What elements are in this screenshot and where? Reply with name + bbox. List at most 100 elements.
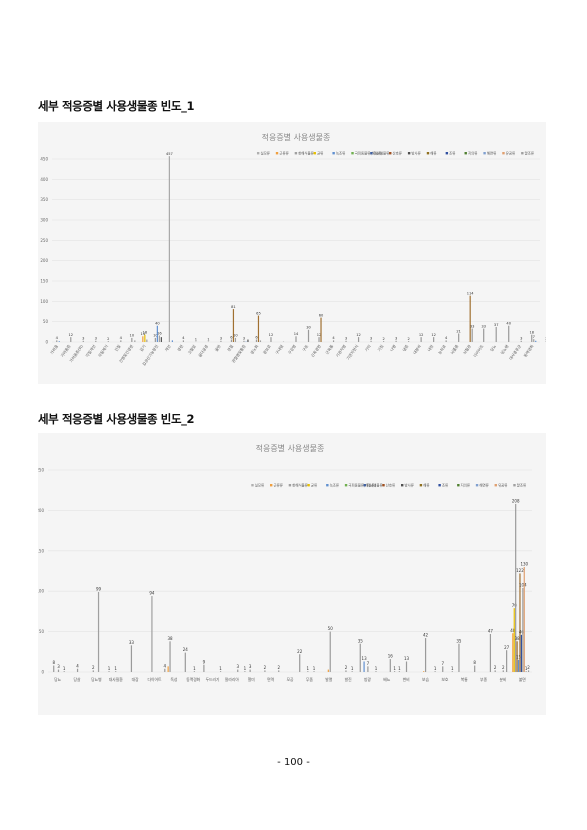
bar-20 [264,670,266,672]
y-tick-label-8: 400 [40,177,48,182]
data-label-3: 4 [76,663,79,668]
data-label-47: 27 [504,645,510,650]
data-label-51: 37 [494,323,499,327]
bar-29 [257,315,260,342]
bar-45 [494,670,496,672]
bar-18 [244,671,246,672]
data-label-21: 3 [220,337,222,341]
bar-2 [70,337,72,342]
data-label-49: 79 [512,603,518,608]
legend-swatch-10 [438,484,441,487]
data-label-48: 114 [467,291,475,295]
bar-56 [523,566,525,672]
legend-label-14: 말조류 [517,482,526,487]
data-label-42: 35 [456,638,462,643]
legend-label-9: 해류 [423,482,429,487]
data-label-55: 104 [519,583,527,588]
bar-48 [469,295,471,342]
bar-35 [318,337,320,342]
data-label-33: 14 [294,332,299,336]
bar-40 [370,340,372,342]
x-tick-label-19: 구강염 [287,343,297,355]
section-2-heading: 세부 적응증별 사용생물종 빈도_2 [38,412,195,426]
legend-swatch-3 [307,484,310,487]
bar-1 [58,341,60,342]
legend-label-5: 극피동물류(해삼류) [348,482,376,487]
bar-18 [182,340,184,342]
bar-41 [382,341,385,342]
bar-7 [115,671,117,672]
data-label-42: 3 [395,337,397,341]
bar-33 [295,336,297,342]
bar-10 [144,334,146,342]
bar-32 [375,671,377,672]
chart-2-container: 적응증별 사용생물종050100150200250실모류근류류한해식물류균류녹조… [38,433,546,715]
bar-5 [97,592,100,672]
legend-label-14: 말조류 [525,150,534,155]
y-tick-label-6: 300 [40,218,48,223]
y-tick-label-3: 150 [38,548,44,553]
x-tick-label-20: 구토 [301,343,309,352]
data-label-9: 14 [141,332,146,336]
data-label-5: 2 [107,337,109,341]
data-label-49: 33 [470,324,475,328]
x-tick-label-31: 눈피로 [437,343,447,355]
bar-31 [367,666,369,672]
y-tick-label-9: 450 [40,157,48,162]
data-label-44: 47 [488,629,494,634]
data-label-2: 1 [63,666,66,671]
bar-45 [433,337,435,342]
bar-44 [489,634,492,672]
bar-11 [167,666,169,672]
bar-52 [517,659,520,672]
x-tick-label-16: 광노화 [249,343,259,355]
legend-swatch-12 [475,484,479,487]
x-tick-label-22: 근육통 [324,343,334,355]
bar-11 [146,339,148,342]
data-label-45: 2 [494,665,497,670]
legend-label-8: 방사류 [411,150,420,155]
bar-50 [515,503,517,672]
data-label-43: 8 [473,660,476,665]
data-label-53: 3 [520,337,522,341]
legend-swatch-6 [370,152,373,155]
x-tick-label-28: 냉증 [401,343,409,352]
x-tick-label-22: 부종 [480,677,487,682]
data-label-54: 46 [519,629,525,634]
bar-26 [329,631,331,672]
data-label-26: 50 [328,626,334,631]
data-label-31: 7 [367,661,370,666]
bar-43 [474,665,476,672]
x-tick-label-16: 방광 [364,677,371,682]
data-label-36: 60 [319,313,324,317]
legend-label-2: 한해식물류 [298,150,314,155]
legend-swatch-10 [445,152,449,155]
data-label-8: 33 [129,640,135,645]
legend-swatch-14 [513,484,516,487]
legend-swatch-8 [407,152,411,155]
bar-38 [345,340,347,342]
data-label-35: 1 [398,666,401,671]
legend-label-5: 극피동물류(해삼류) [355,150,383,155]
data-label-15: 9 [203,659,206,664]
x-tick-label-36: 당뇨병 [499,343,509,355]
bar-4 [95,340,97,342]
page-number: - 100 - [277,757,310,768]
data-label-19: 3 [249,664,252,669]
legend-swatch-5 [344,484,348,487]
data-label-28: 1 [351,666,354,671]
bar-55 [522,587,524,672]
bar-36 [405,661,408,672]
data-label-19: 1 [195,337,197,341]
legend-swatch-1 [275,152,279,155]
data-label-7: 10 [130,334,135,338]
bar-13 [184,652,186,672]
x-tick-label-25: 기미 [364,344,372,353]
bar-56 [535,340,537,342]
x-tick-label-8: 두드러기 [206,677,220,682]
legend-swatch-9 [426,152,430,155]
legend-swatch-11 [457,484,460,487]
x-tick-label-5: 다이어트 [147,677,161,682]
bar-43 [408,341,410,342]
x-tick-label-11: 고혈압 [187,343,197,355]
